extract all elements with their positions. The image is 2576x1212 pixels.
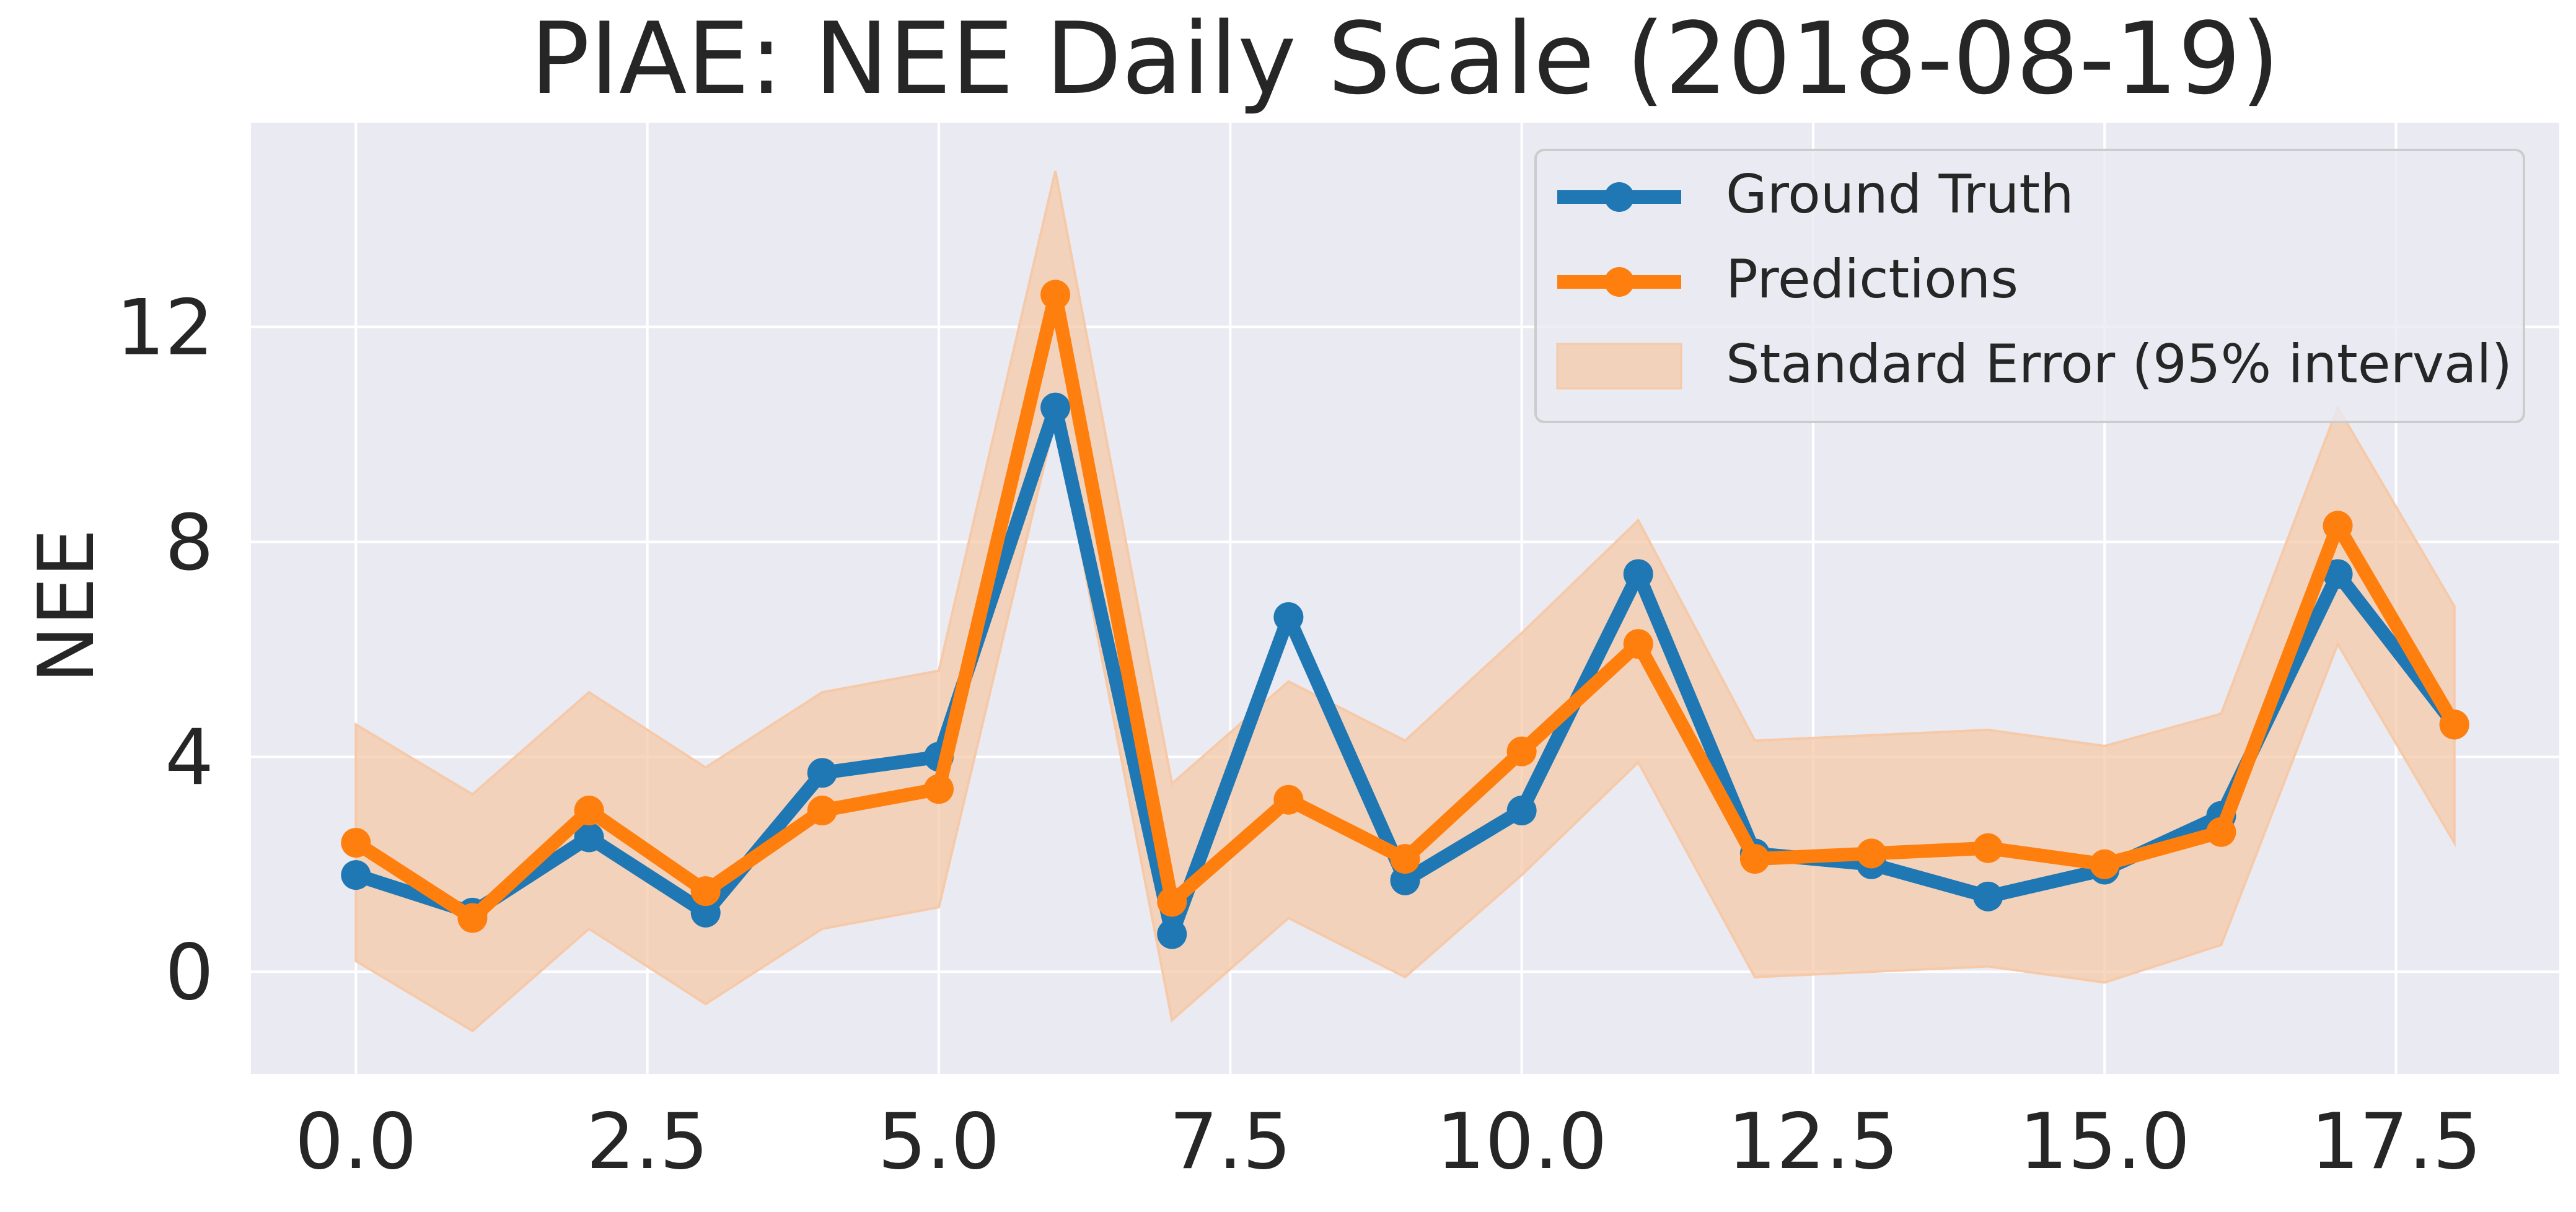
x-tick-label-5: 12.5: [1728, 1097, 1899, 1187]
data-point-ground-truth-4: [807, 758, 837, 788]
legend-label-standard-error: Standard Error (95% interval): [1726, 333, 2512, 395]
data-point-predictions-12: [1739, 844, 1770, 874]
data-point-predictions-6: [1040, 279, 1071, 310]
data-point-predictions-7: [1157, 887, 1187, 917]
chart-title: PIAE: NEE Daily Scale (2018-08-19): [530, 1, 2279, 116]
data-point-predictions-10: [1506, 736, 1537, 766]
data-point-predictions-17: [2323, 511, 2353, 541]
data-point-ground-truth-14: [1973, 881, 2003, 911]
data-point-predictions-16: [2206, 817, 2236, 847]
data-point-predictions-8: [1273, 784, 1304, 815]
data-point-predictions-5: [923, 774, 954, 804]
data-point-predictions-3: [690, 876, 721, 907]
data-point-predictions-2: [574, 796, 604, 826]
data-point-ground-truth-3: [690, 897, 721, 928]
data-point-ground-truth-2: [574, 822, 604, 853]
y-tick-label-3: 12: [116, 284, 214, 373]
x-tick-label-0: 0.0: [295, 1097, 417, 1187]
data-point-predictions-11: [1623, 629, 1653, 659]
data-point-predictions-9: [1390, 844, 1420, 874]
data-point-predictions-0: [341, 828, 371, 858]
data-point-predictions-13: [1857, 838, 1887, 869]
data-point-ground-truth-0: [341, 860, 371, 890]
data-point-predictions-1: [457, 903, 488, 933]
x-tick-label-3: 7.5: [1169, 1097, 1291, 1187]
data-point-ground-truth-8: [1273, 602, 1304, 632]
data-point-ground-truth-7: [1157, 919, 1187, 949]
legend-marker-predictions: [1604, 267, 1634, 297]
legend-frame: [1534, 149, 2525, 423]
x-tick-label-7: 17.5: [2311, 1097, 2482, 1187]
data-point-ground-truth-11: [1623, 559, 1653, 589]
data-point-predictions-4: [807, 796, 837, 826]
series-layer: [341, 279, 2469, 949]
x-tick-label-4: 10.0: [1436, 1097, 1607, 1187]
x-tick-label-1: 2.5: [586, 1097, 708, 1187]
y-tick-label-1: 4: [165, 713, 214, 802]
data-point-predictions-18: [2439, 709, 2469, 740]
error-band-layer: [354, 170, 2456, 1033]
data-point-ground-truth-17: [2323, 559, 2353, 589]
data-point-predictions-14: [1973, 833, 2003, 863]
y-tick-label-2: 8: [165, 498, 214, 587]
legend-swatch-standard-error: [1556, 343, 1682, 390]
y-tick-labels: 0 4 8 12: [116, 284, 214, 1018]
series-predictions: [341, 279, 2469, 933]
legend-marker-ground-truth: [1604, 182, 1634, 212]
x-tick-label-2: 5.0: [877, 1097, 1000, 1187]
data-point-ground-truth-10: [1506, 796, 1537, 826]
legend-label-predictions: Predictions: [1726, 248, 2018, 310]
data-point-predictions-15: [2090, 849, 2120, 879]
standard-error-band: [354, 170, 2456, 1033]
data-point-ground-truth-9: [1390, 865, 1420, 895]
legend-label-ground-truth: Ground Truth: [1726, 164, 2074, 226]
y-tick-label-0: 0: [165, 928, 214, 1017]
x-tick-labels: 0.0 2.5 5.0 7.5 10.0 12.5 15.0 17.5: [295, 1097, 2482, 1187]
y-axis-label: NEE: [22, 529, 112, 683]
x-tick-label-6: 15.0: [2019, 1097, 2190, 1187]
legend: Ground Truth Predictions Standard Error …: [1534, 149, 2525, 423]
data-point-ground-truth-6: [1040, 392, 1071, 423]
